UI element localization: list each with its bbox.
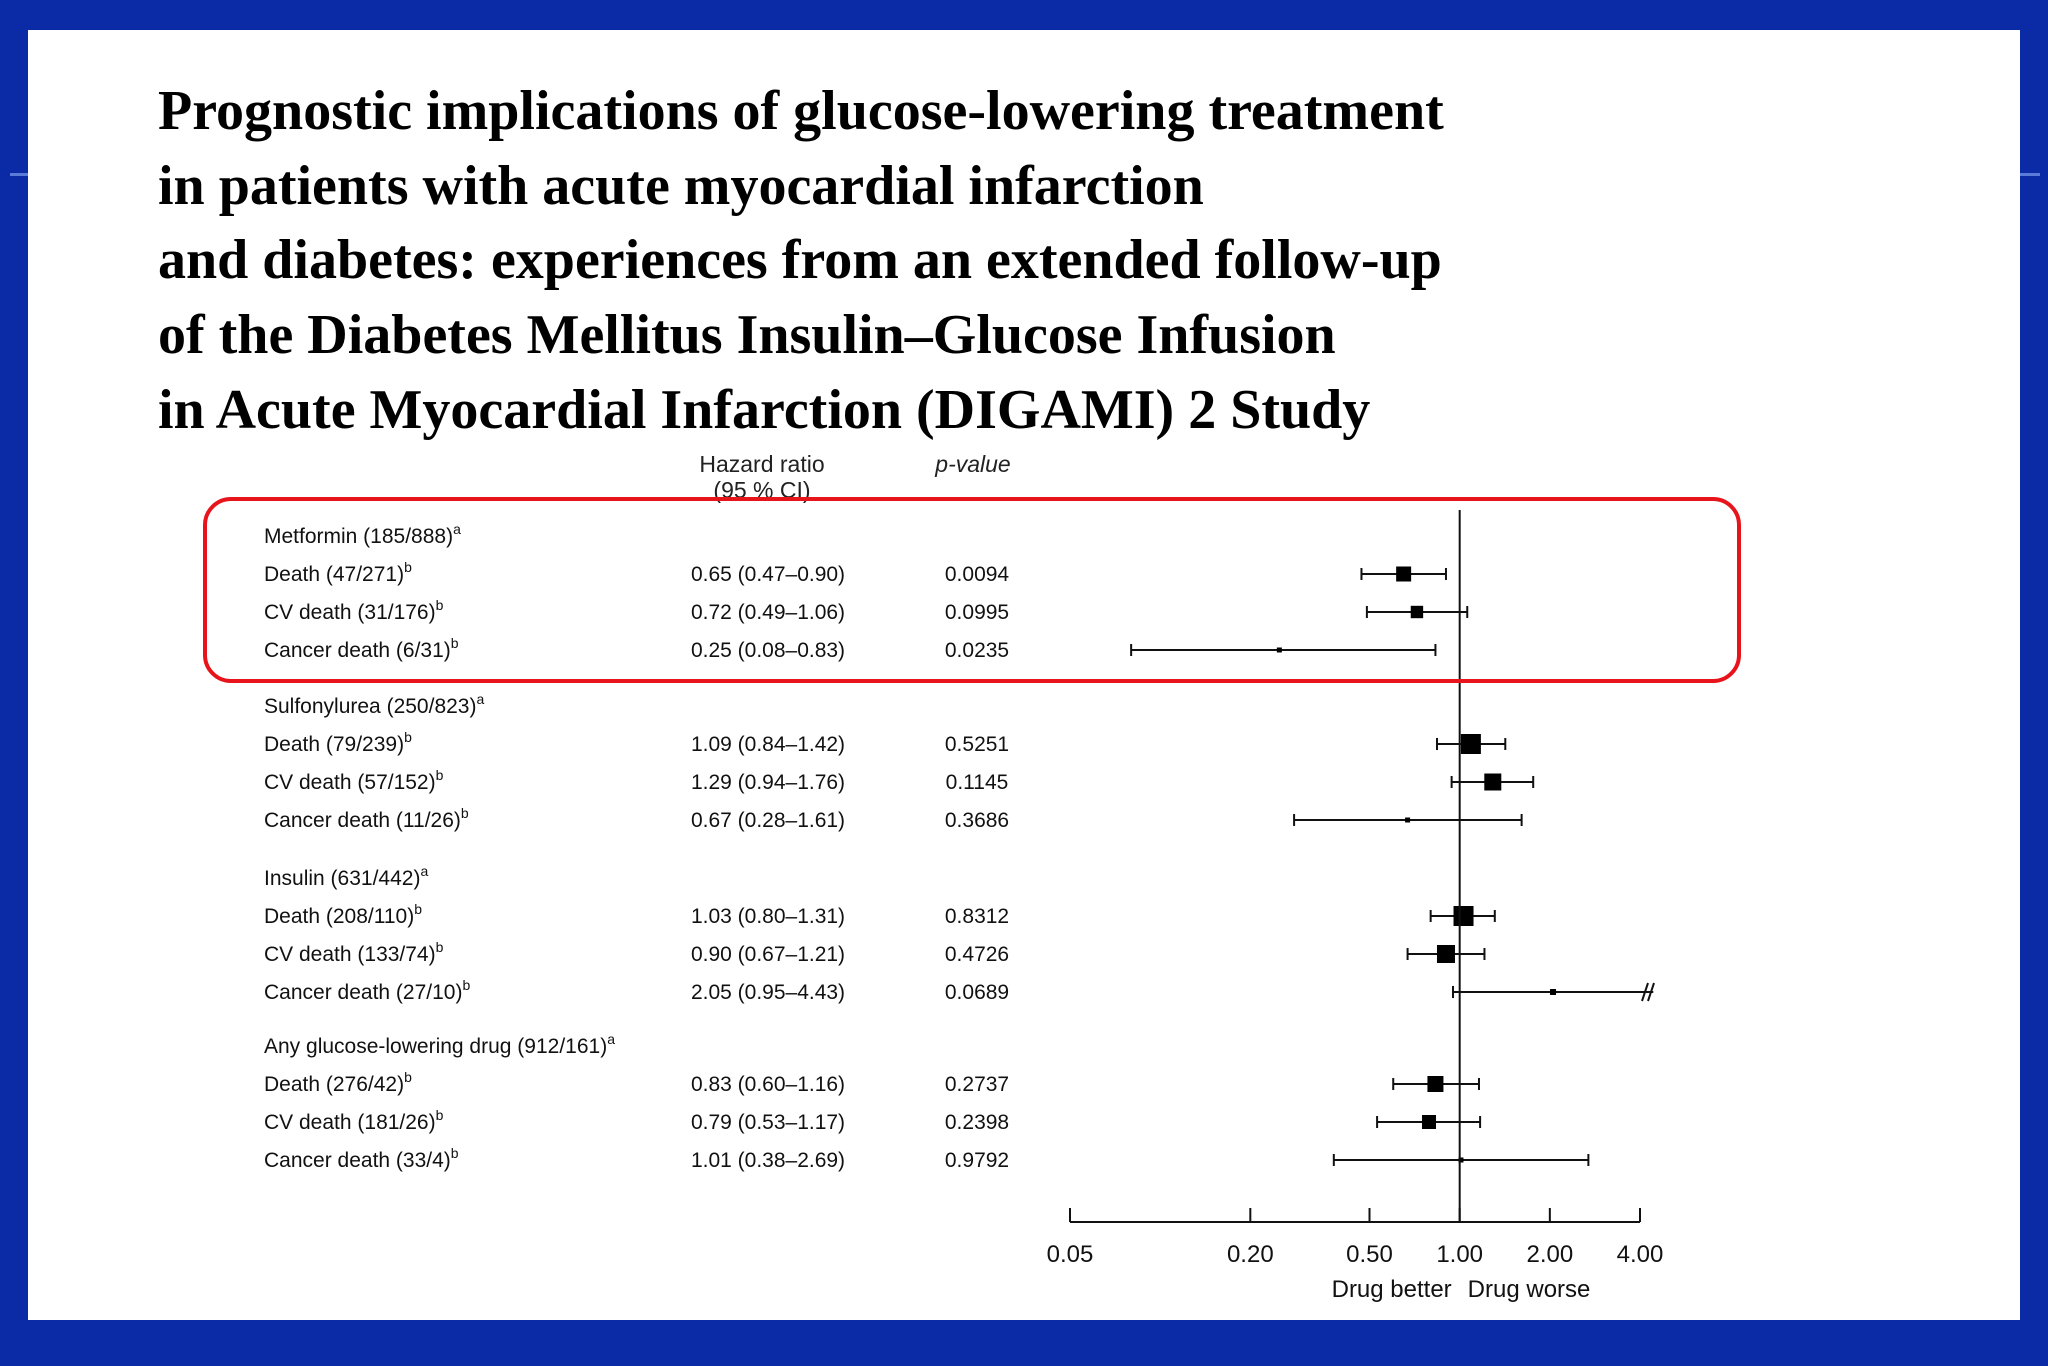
row-label: Cancer death (6/31)b xyxy=(264,635,459,662)
hazard-ratio-point xyxy=(1436,945,1455,963)
row-label: CV death (133/74)b xyxy=(264,939,444,966)
row-label: CV death (57/152)b xyxy=(264,767,444,794)
row-label: Death (276/42)b xyxy=(264,1069,412,1096)
hazard-ratio-text: 1.01 (0.38–2.69) xyxy=(691,1149,845,1172)
x-tick-label: 0.05 xyxy=(1047,1241,1094,1268)
header-p-value: p-value xyxy=(934,451,1010,477)
title-line-2: in patients with acute myocardial infarc… xyxy=(158,155,1204,217)
ci-break-mark xyxy=(1641,982,1655,1002)
header-hazard-ratio: Hazard ratio xyxy=(699,451,824,477)
x-tick-label: 2.00 xyxy=(1526,1241,1573,1268)
p-value-text: 0.5251 xyxy=(945,733,1009,756)
title-line-4: of the Diabetes Mellitus Insulin–Glucose… xyxy=(158,304,1336,366)
hazard-ratio-point xyxy=(1410,605,1424,619)
title-line-1: Prognostic implications of glucose-lower… xyxy=(158,80,1444,142)
x-tick-label: 1.00 xyxy=(1436,1241,1483,1268)
hazard-ratio-point xyxy=(1422,1115,1437,1129)
row-label: Death (47/271)b xyxy=(264,559,412,586)
p-value-text: 0.2398 xyxy=(945,1111,1009,1134)
p-value-text: 0.4726 xyxy=(945,943,1009,966)
hazard-ratio-text: 0.90 (0.67–1.21) xyxy=(691,943,845,966)
row-label: CV death (181/26)b xyxy=(264,1107,444,1134)
hazard-ratio-point xyxy=(1276,647,1282,653)
hazard-ratio-point xyxy=(1453,906,1474,926)
hazard-ratio-text: 1.03 (0.80–1.31) xyxy=(691,905,845,928)
x-label-drug-better: Drug better xyxy=(1332,1276,1452,1303)
row-label: Cancer death (33/4)b xyxy=(264,1145,459,1172)
row-label: Death (208/110)b xyxy=(264,901,422,928)
hazard-ratio-text: 2.05 (0.95–4.43) xyxy=(691,981,845,1004)
group-label: Metformin (185/888)a xyxy=(264,521,461,548)
right-decor-line xyxy=(2018,173,2040,176)
hazard-ratio-point xyxy=(1458,1157,1464,1163)
hazard-ratio-text: 0.65 (0.47–0.90) xyxy=(691,563,845,586)
hazard-ratio-point xyxy=(1550,989,1557,995)
hazard-ratio-text: 0.25 (0.08–0.83) xyxy=(691,639,845,662)
x-tick-label: 0.20 xyxy=(1227,1241,1274,1268)
title-line-3: and diabetes: experiences from an extend… xyxy=(158,229,1442,291)
group-label: Insulin (631/442)a xyxy=(264,863,428,890)
p-value-text: 0.8312 xyxy=(945,905,1009,928)
x-label-drug-worse: Drug worse xyxy=(1468,1276,1591,1303)
hazard-ratio-text: 1.29 (0.94–1.76) xyxy=(691,771,845,794)
hazard-ratio-text: 0.79 (0.53–1.17) xyxy=(691,1111,845,1134)
hazard-ratio-text: 0.83 (0.60–1.16) xyxy=(691,1073,845,1096)
hazard-ratio-point xyxy=(1405,817,1411,823)
hazard-ratio-point xyxy=(1460,734,1481,754)
left-decor-line xyxy=(10,173,30,176)
title-line-5: in Acute Myocardial Infarction (DIGAMI) … xyxy=(158,379,1371,441)
row-label: Cancer death (11/26)b xyxy=(264,805,469,832)
p-value-text: 0.1145 xyxy=(946,771,1009,794)
p-value-text: 0.3686 xyxy=(945,809,1009,832)
slide: Prognostic implications of glucose-lower… xyxy=(28,30,2020,1320)
p-value-text: 0.0235 xyxy=(945,639,1009,662)
row-label: Death (79/239)b xyxy=(264,729,412,756)
p-value-text: 0.9792 xyxy=(945,1149,1009,1172)
p-value-text: 0.0094 xyxy=(945,563,1010,586)
x-axis: 0.05 0.20 0.50 1.00 2.00 4.00 Drug better Drug … xyxy=(1047,1208,1664,1303)
p-value-text: 0.0689 xyxy=(945,981,1009,1004)
hazard-ratio-text: 1.09 (0.84–1.42) xyxy=(691,733,845,756)
group-label: Any glucose-lowering drug (912/161)a xyxy=(264,1031,615,1058)
hazard-ratio-point xyxy=(1484,773,1502,791)
group-label: Sulfonylurea (250/823)a xyxy=(264,691,484,718)
p-value-text: 0.0995 xyxy=(945,601,1009,624)
hazard-ratio-text: 0.72 (0.49–1.06) xyxy=(691,601,845,624)
row-label: Cancer death (27/10)b xyxy=(264,977,470,1004)
hazard-ratio-point xyxy=(1396,566,1412,582)
hazard-ratio-point xyxy=(1427,1076,1444,1092)
rows-layer: Metformin (185/888)a Death (47/271)b 0.65 … xyxy=(264,510,1655,1222)
x-tick-label: 0.50 xyxy=(1346,1241,1393,1268)
p-value-text: 0.2737 xyxy=(945,1073,1009,1096)
x-tick-label: 4.00 xyxy=(1617,1241,1664,1268)
hazard-ratio-text: 0.67 (0.28–1.61) xyxy=(691,809,845,832)
row-label: CV death (31/176)b xyxy=(264,597,444,624)
metformin-highlight-box xyxy=(203,497,1741,683)
